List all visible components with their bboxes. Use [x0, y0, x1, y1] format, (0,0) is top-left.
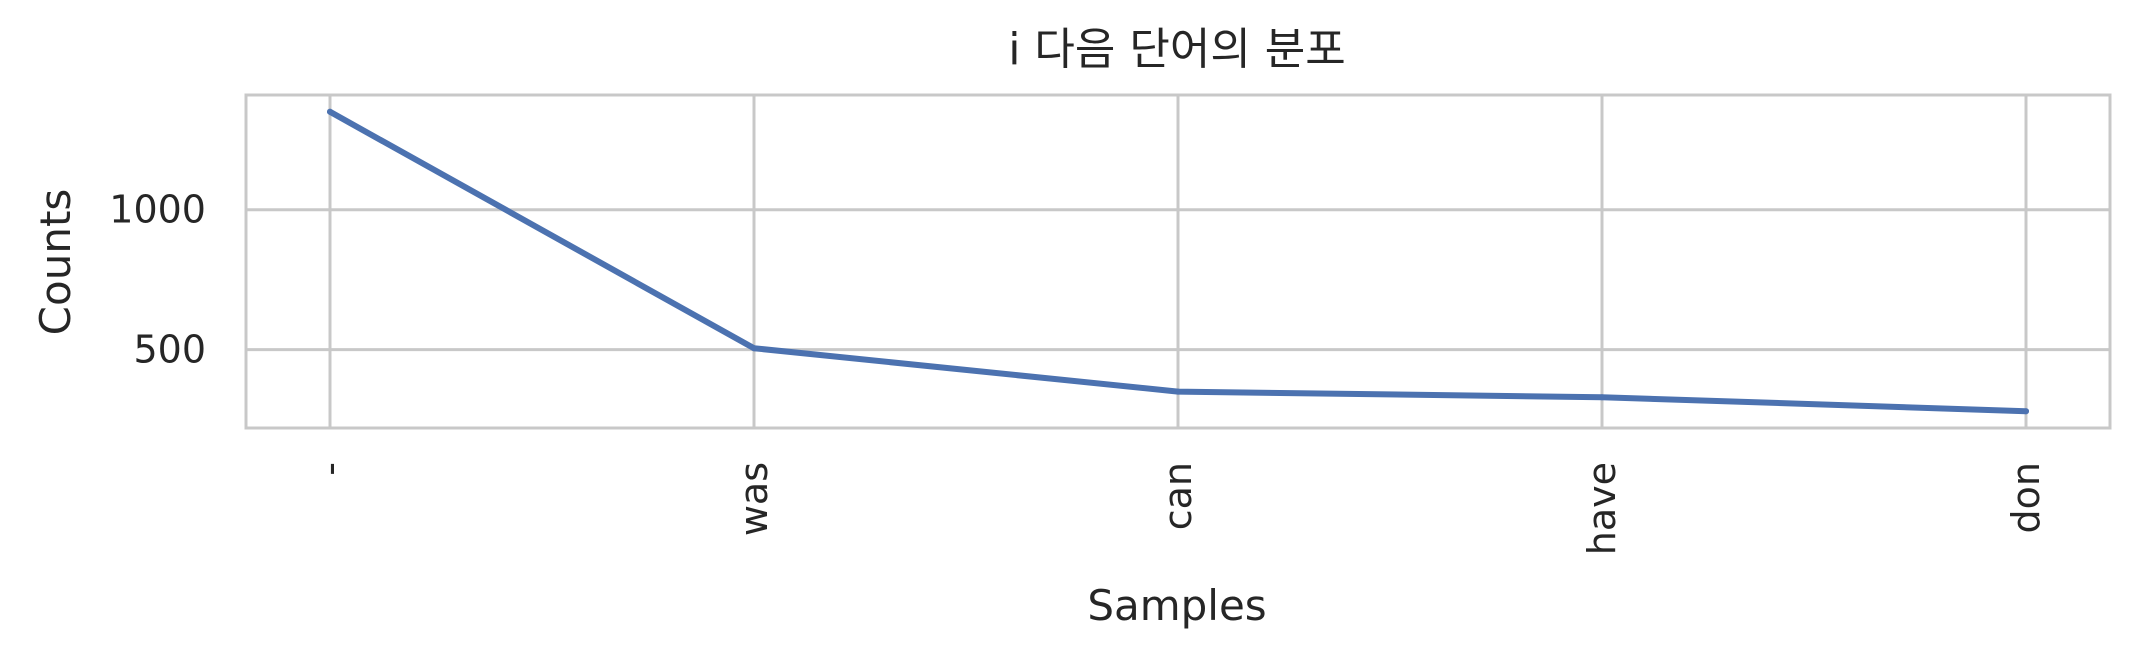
x-tick-label: - — [308, 462, 352, 476]
grid-lines — [246, 95, 2110, 428]
y-tick-label: 500 — [133, 328, 206, 372]
data-point — [1175, 388, 1181, 395]
x-tick-label: was — [732, 462, 776, 536]
x-tick-label: can — [1156, 462, 1200, 530]
x-axis-label: Samples — [1087, 581, 1266, 630]
data-point — [751, 345, 757, 352]
data-point — [2023, 408, 2029, 415]
y-tick-label: 1000 — [109, 188, 206, 232]
data-point — [1599, 394, 1605, 401]
series-layer — [327, 108, 2029, 415]
x-tick-label: don — [2004, 462, 2048, 533]
chart-title: i 다음 단어의 분포 — [1008, 24, 1346, 75]
x-tick-labels: - was can have don — [308, 462, 2048, 555]
y-axis-label: Counts — [31, 189, 80, 336]
data-point — [327, 108, 333, 115]
x-tick-label: have — [1580, 462, 1624, 555]
plot-frame — [244, 93, 2112, 430]
y-tick-labels: 500 1000 — [109, 188, 206, 372]
